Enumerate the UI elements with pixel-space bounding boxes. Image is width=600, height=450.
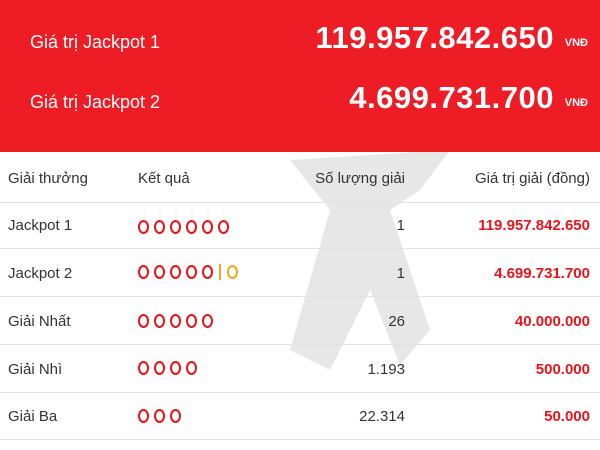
result-balls (138, 361, 197, 375)
prize-value: 119.957.842.650 (478, 217, 590, 234)
jackpot-label: Giá trị Jackpot 2 (30, 92, 161, 112)
row-divider (0, 392, 600, 393)
winner-count: 1 (396, 217, 405, 234)
prize-value: 500.000 (535, 361, 590, 378)
prize-name: Giải Nhì (8, 361, 63, 378)
result-balls (138, 264, 238, 280)
row-divider (0, 202, 600, 203)
jackpot-amount: 119.957.842.650 (315, 20, 554, 55)
jackpot-unit: VNĐ (564, 97, 588, 109)
winner-count: 22.314 (359, 408, 405, 425)
column-header: Giá trị giải (đồng) (474, 170, 590, 187)
winner-count: 1.193 (367, 361, 405, 378)
prize-name: Giải Ba (8, 408, 58, 425)
result-balls (138, 220, 229, 234)
prize-value: 4.699.731.700 (494, 265, 590, 282)
prize-name: Jackpot 1 (8, 217, 73, 234)
row-divider (0, 439, 600, 440)
watermark (290, 150, 450, 370)
column-header: Kết quả (138, 170, 190, 187)
column-header: Giải thưởng (8, 170, 88, 187)
jackpot-label: Giá trị Jackpot 1 (30, 32, 161, 52)
prize-value: 40.000.000 (514, 313, 590, 330)
row-divider (0, 248, 600, 249)
prize-name: Jackpot 2 (8, 265, 73, 282)
jackpot-header: Giá trị Jackpot 1 119.957.842.650 VNĐ Gi… (0, 0, 600, 152)
winner-count: 26 (388, 313, 405, 330)
jackpot-unit: VNĐ (564, 37, 588, 49)
winner-count: 1 (396, 265, 405, 282)
prize-value: 50.000 (544, 408, 590, 425)
row-divider (0, 296, 600, 297)
jackpot-amount: 4.699.731.700 (349, 80, 554, 115)
prize-name: Giải Nhất (8, 313, 71, 330)
result-balls (138, 409, 181, 423)
row-divider (0, 344, 600, 345)
column-header: Số lượng giải (315, 170, 405, 187)
result-balls (138, 314, 213, 328)
